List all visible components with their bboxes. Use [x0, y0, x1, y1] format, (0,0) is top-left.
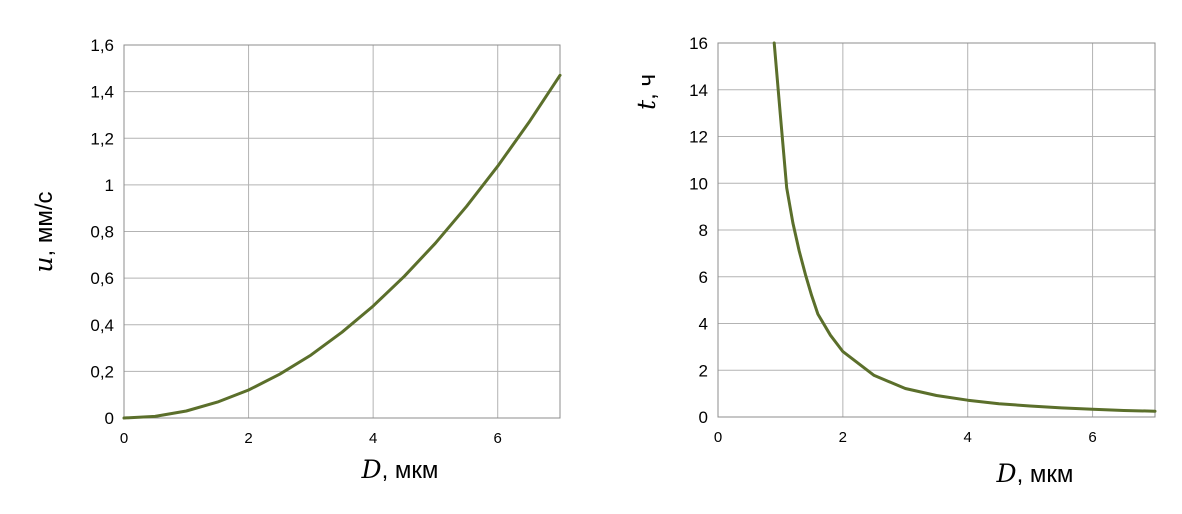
y-tick-label: 1,4 [90, 83, 114, 102]
x-axis-symbol: D [996, 459, 1017, 488]
y-tick-label: 1,2 [90, 129, 114, 148]
y-tick-label: 0 [699, 408, 708, 427]
x-tick-label: 4 [369, 430, 377, 447]
x-tick-label: 4 [964, 429, 972, 446]
x-axis-unit: , мкм [1017, 461, 1074, 488]
plot-area-frame [717, 42, 1156, 418]
y-tick-label: 1,6 [90, 36, 114, 55]
chart-time-vs-diameter: 0 2 4 6 8 10 12 14 16 0 2 4 6 D, мкм t, ч [632, 34, 1157, 488]
y-tick-label: 0 [105, 409, 114, 428]
series-line [122, 73, 562, 420]
y-axis-unit: , мм/с [31, 191, 58, 256]
y-axis-symbol: u [29, 256, 58, 272]
x-tick-label: 2 [244, 430, 252, 447]
chart-velocity-vs-diameter: 0 0,2 0,4 0,6 0,8 1 1,2 1,4 1,6 0 2 4 6 D, мкм u, мм/с [29, 36, 562, 484]
y-tick-label: 14 [689, 81, 708, 100]
x-tick-label: 6 [494, 430, 502, 447]
y-axis-label: u, мм/с [29, 191, 58, 272]
y-tick-label: 2 [699, 361, 708, 380]
y-tick-label: 10 [689, 174, 708, 193]
x-tick-label: 0 [714, 429, 722, 446]
x-tick-label: 0 [120, 430, 128, 447]
y-axis-label: t, ч [632, 74, 661, 110]
x-axis-label: D, мкм [996, 459, 1074, 488]
y-tick-label: 1 [105, 176, 114, 195]
y-tick-label: 8 [699, 221, 708, 240]
x-tick-label: 2 [839, 429, 847, 446]
y-tick-label: 0,8 [90, 223, 114, 242]
y-tick-label: 4 [699, 315, 708, 334]
y-tick-label: 16 [689, 34, 708, 53]
y-tick-label: 6 [699, 268, 708, 287]
y-axis-symbol: t [632, 99, 661, 110]
y-tick-label: 0,4 [90, 316, 114, 335]
plot-area-frame [123, 44, 561, 419]
series-line [772, 41, 1157, 413]
y-axis-unit: , ч [634, 74, 661, 100]
x-tick-label: 6 [1088, 429, 1096, 446]
x-axis-symbol: D [361, 455, 382, 484]
y-tick-label: 0,6 [90, 269, 114, 288]
y-tick-label: 12 [689, 128, 708, 147]
x-axis-label: D, мкм [361, 455, 439, 484]
y-tick-label: 0,2 [90, 362, 114, 381]
x-axis-unit: , мкм [382, 457, 439, 484]
